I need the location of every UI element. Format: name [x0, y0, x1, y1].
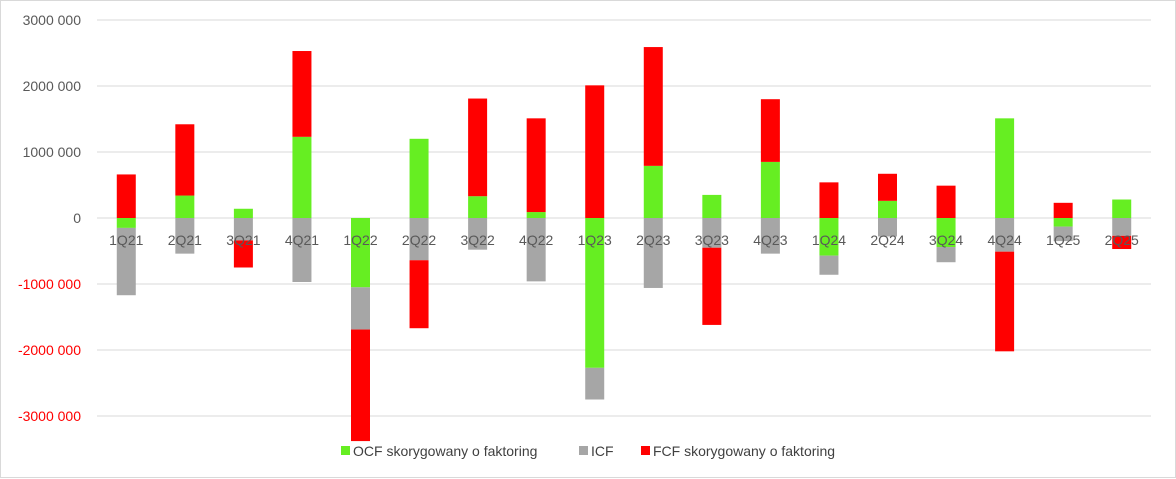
bar-segment	[526, 218, 546, 282]
bar-segment	[760, 218, 780, 254]
bar-segment	[526, 212, 546, 218]
x-tick-label: 3Q23	[695, 232, 729, 248]
bar-segment	[1053, 218, 1073, 227]
bar-segment	[760, 99, 780, 162]
legend-label: ICF	[591, 443, 614, 459]
y-tick-label: -1000 000	[18, 276, 81, 292]
bar-segment	[936, 185, 956, 218]
x-tick-label: 3Q21	[226, 232, 260, 248]
x-tick-label: 2Q22	[402, 232, 436, 248]
bar-segment	[878, 173, 897, 201]
x-tick-label: 1Q21	[109, 232, 143, 248]
bar-segment	[116, 227, 136, 296]
bar-segment	[1112, 199, 1132, 218]
bar-segment	[643, 218, 663, 288]
legend-swatch	[579, 446, 588, 455]
bar-segment	[585, 367, 605, 400]
bar-segment	[409, 138, 429, 218]
x-tick-label: 2Q24	[870, 232, 904, 248]
x-tick-label: 2Q25	[1105, 232, 1139, 248]
y-axis: 3000 000 2000 000 1000 000 0 -1000 000 -2000 …	[18, 12, 81, 424]
x-tick-label: 1Q23	[578, 232, 612, 248]
x-tick-label: 1Q25	[1046, 232, 1080, 248]
bar-segment	[585, 85, 605, 218]
bar-segment	[878, 218, 897, 237]
bar-segment	[878, 200, 897, 218]
bar-segment	[175, 124, 195, 196]
bar-segment	[233, 218, 253, 241]
bar-segment	[1112, 235, 1132, 250]
bar-segment	[292, 136, 312, 218]
x-tick-label: 2Q23	[636, 232, 670, 248]
bar-segment	[819, 218, 839, 256]
bar-segment	[292, 218, 312, 283]
legend-label: FCF skorygowany o faktoring	[653, 443, 835, 459]
bar-segment	[760, 161, 780, 218]
bar-segment	[233, 240, 253, 268]
x-tick-label: 3Q24	[929, 232, 963, 248]
bar-segment	[819, 255, 839, 275]
bar-segment	[995, 118, 1015, 218]
y-tick-label: -2000 000	[18, 342, 81, 358]
bar-segment	[409, 218, 429, 261]
bar-segment	[468, 196, 488, 218]
legend-swatch	[641, 446, 650, 455]
bars	[116, 47, 1132, 442]
bar-segment	[936, 247, 956, 263]
bar-segment	[702, 194, 722, 218]
x-tick-label: 4Q21	[285, 232, 319, 248]
bar-segment	[1053, 202, 1073, 218]
bar-segment	[819, 182, 839, 218]
bar-segment	[233, 208, 253, 218]
bar-segment	[936, 218, 956, 248]
x-tick-label: 1Q24	[812, 232, 846, 248]
bar-segment	[702, 247, 722, 325]
bar-segment	[1053, 226, 1073, 242]
y-tick-label: 0	[73, 210, 81, 226]
bar-segment	[292, 51, 312, 137]
bar-segment	[351, 218, 370, 288]
bar-segment	[175, 218, 195, 254]
bar-segment	[175, 195, 195, 218]
bar-segment	[351, 329, 370, 442]
y-tick-label: 1000 000	[23, 144, 82, 160]
bar-segment	[116, 218, 136, 228]
y-tick-label: 3000 000	[23, 12, 82, 28]
bar-segment	[468, 218, 488, 250]
x-tick-label: 4Q22	[519, 232, 553, 248]
bar-segment	[116, 174, 136, 218]
bar-segment	[468, 98, 488, 197]
bar-segment	[585, 218, 605, 368]
bar-segment	[995, 251, 1015, 352]
x-tick-label: 1Q22	[343, 232, 377, 248]
bar-segment	[1112, 218, 1132, 236]
y-tick-label: -3000 000	[18, 408, 81, 424]
bar-segment	[643, 165, 663, 218]
bar-segment	[643, 47, 663, 166]
legend: OCF skorygowany o faktoring ICF FCF skoryg…	[341, 443, 835, 459]
x-tick-label: 4Q24	[987, 232, 1021, 248]
bar-segment	[409, 260, 429, 329]
x-axis: 1Q21 2Q21 3Q21 4Q21 1Q22 2Q22 3Q22 4Q22 1Q23 2Q23…	[109, 232, 1139, 248]
bar-segment	[351, 287, 370, 330]
gridlines	[97, 19, 1151, 417]
x-tick-label: 4Q23	[753, 232, 787, 248]
x-tick-label: 3Q22	[460, 232, 494, 248]
legend-swatch	[341, 446, 350, 455]
bar-segment	[526, 118, 546, 213]
y-tick-label: 2000 000	[23, 78, 82, 94]
bar-segment	[995, 218, 1015, 252]
legend-label: OCF skorygowany o faktoring	[353, 443, 537, 459]
bar-segment	[702, 218, 722, 248]
x-tick-label: 2Q21	[168, 232, 202, 248]
